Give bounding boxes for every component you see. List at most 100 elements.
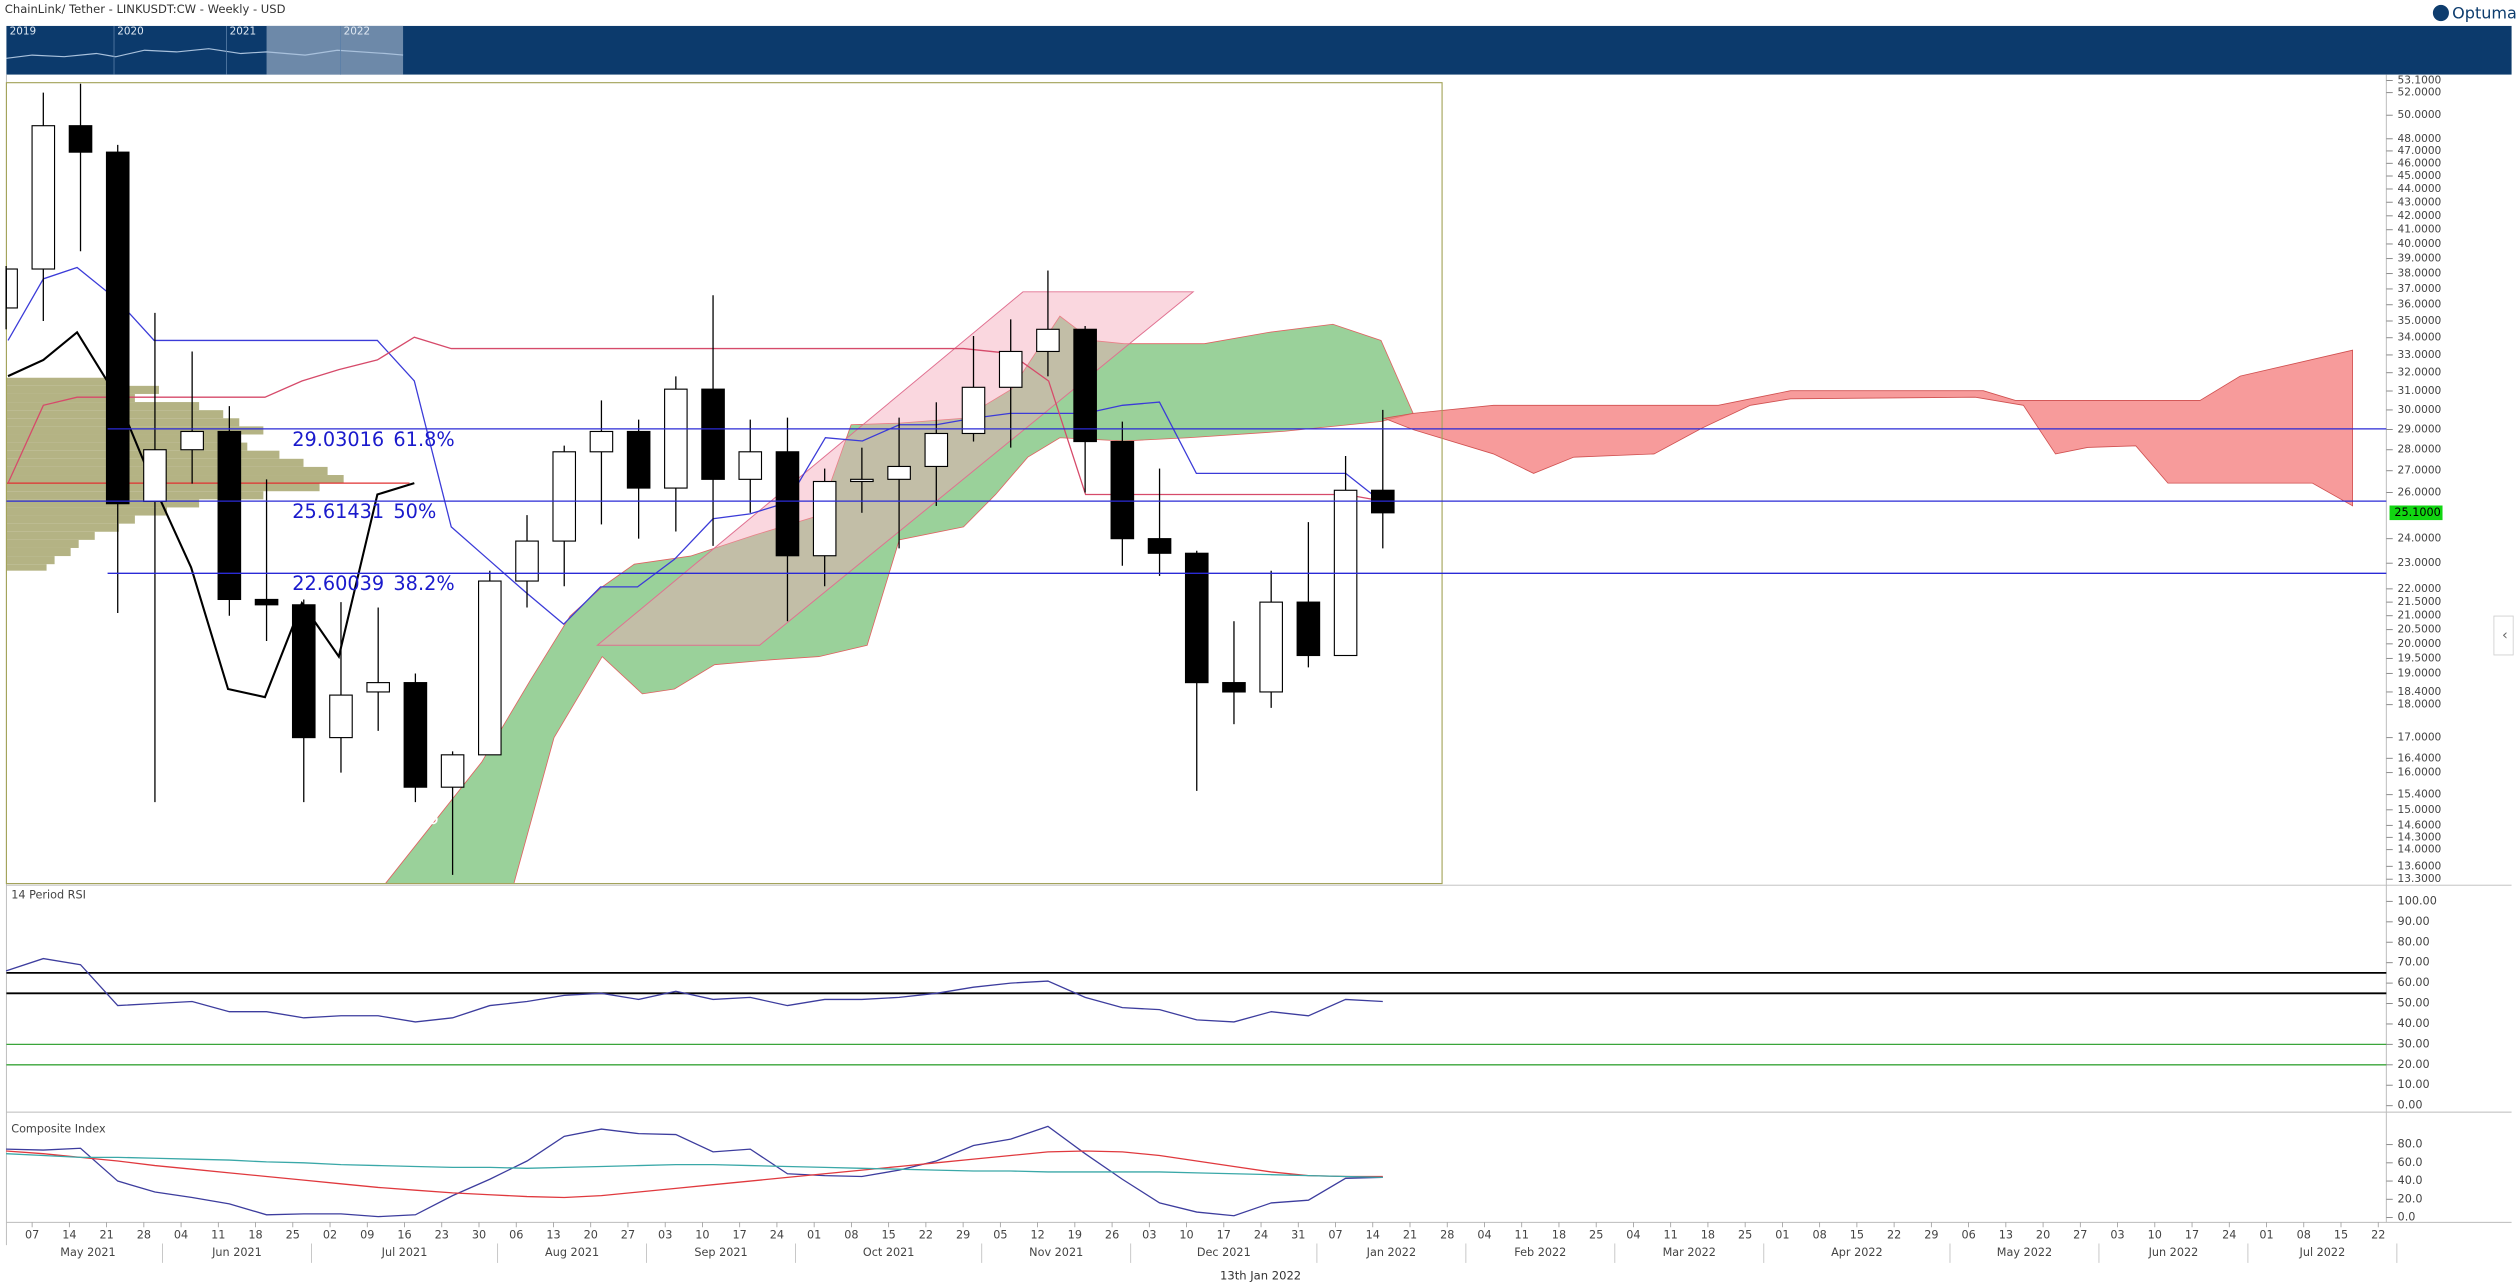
x-tick-label: 15 <box>2334 1228 2348 1241</box>
y-tick-label: 36.0000 <box>2398 298 2442 311</box>
month-label: Jun 2021 <box>211 1246 262 1259</box>
y-tick-label: 53.1000 <box>2398 73 2442 86</box>
x-tick-label: 13 <box>1999 1228 2013 1241</box>
x-tick-label: 22 <box>919 1228 933 1241</box>
series-line <box>6 1153 1383 1179</box>
candle-body <box>1036 328 1060 353</box>
nav-year: 2021 <box>230 26 257 38</box>
y-tick-label: 30.0000 <box>2398 403 2442 416</box>
annotation: 66 <box>414 806 439 829</box>
profile-bar <box>6 491 264 500</box>
candle-body <box>366 682 390 693</box>
candle-body <box>775 451 800 557</box>
y-tick-label: 43.0000 <box>2398 195 2442 208</box>
logo-icon <box>2432 4 2449 22</box>
y-tick-label: 23.0000 <box>2398 556 2442 569</box>
x-tick-label: 17 <box>1217 1228 1231 1241</box>
candles <box>5 83 1395 875</box>
fib-value: 29.03016 <box>292 428 384 451</box>
last-price-label: 25.1000 <box>2394 506 2440 519</box>
fib-percent: 50% <box>393 500 436 523</box>
month-label: Feb 2022 <box>1514 1246 1566 1259</box>
x-tick-label: 25 <box>1738 1228 1752 1241</box>
candle-body <box>998 350 1023 388</box>
collapse-button[interactable]: ‹ <box>2502 627 2508 643</box>
x-tick-label: 18 <box>248 1228 262 1241</box>
x-tick-label: 24 <box>770 1228 784 1241</box>
candle-body <box>626 430 651 489</box>
collapse-frame[interactable] <box>2493 615 2514 656</box>
y-tick-label: 40.0 <box>2398 1174 2423 1187</box>
candle-body <box>440 754 465 788</box>
month-label: Jun 2022 <box>2148 1246 2199 1259</box>
y-tick-label: 38.0000 <box>2398 267 2442 280</box>
x-tick-label: 21 <box>99 1228 113 1241</box>
candle-body <box>812 480 837 557</box>
x-tick-label: 04 <box>1626 1228 1640 1241</box>
x-tick-label: 05 <box>993 1228 1007 1241</box>
month-label: Dec 2021 <box>1197 1246 1251 1259</box>
candle-body <box>403 682 428 788</box>
navigator[interactable] <box>6 25 2512 75</box>
candle-body <box>1222 682 1246 693</box>
series-line <box>5 957 1383 1023</box>
x-tick-label: 24 <box>2222 1228 2236 1241</box>
y-tick-label: 47.0000 <box>2398 144 2442 157</box>
candle-body <box>291 604 316 739</box>
x-tick-label: 15 <box>881 1228 895 1241</box>
y-tick-label: 24.0000 <box>2398 532 2442 545</box>
x-tick-label: 18 <box>1701 1228 1715 1241</box>
y-tick-label: 20.0 <box>2398 1192 2423 1205</box>
x-tick-label: 13 <box>546 1228 560 1241</box>
x-tick-label: 10 <box>2148 1228 2162 1241</box>
y-tick-label: 22.0000 <box>2398 582 2442 595</box>
x-tick-label: 22 <box>1887 1228 1901 1241</box>
profile-bar <box>6 564 47 571</box>
profile-bar <box>6 556 55 565</box>
profile-bar <box>6 507 168 516</box>
candle-body <box>1147 538 1172 554</box>
y-tick-label: 19.5000 <box>2398 651 2442 664</box>
month-label: Oct 2021 <box>863 1246 915 1259</box>
profile-bar <box>6 426 264 435</box>
y-tick-label: 45.0000 <box>2398 169 2442 182</box>
y-tick-label: 14.6000 <box>2398 818 2442 831</box>
fib-percent: 61.8% <box>393 428 454 451</box>
x-tick-label: 04 <box>1477 1228 1491 1241</box>
candle-body <box>552 451 577 542</box>
x-tick-label: 29 <box>956 1228 970 1241</box>
y-tick-label: 31.0000 <box>2398 384 2442 397</box>
candle-body <box>478 580 502 756</box>
x-tick-label: 20 <box>2036 1228 2050 1241</box>
y-tick-label: 20.0000 <box>2398 637 2442 650</box>
candle-body <box>850 478 874 483</box>
last-price-box <box>2389 505 2443 521</box>
profile-bar <box>6 523 119 532</box>
cloud-bearish <box>1382 349 2353 507</box>
y-tick-label: 21.5000 <box>2398 595 2442 608</box>
navigator-line <box>6 48 404 59</box>
x-tick-label: 10 <box>1179 1228 1193 1241</box>
x-tick-label: 03 <box>658 1228 672 1241</box>
candle-body <box>105 151 130 505</box>
month-label: May 2022 <box>1997 1246 2052 1259</box>
y-tick-label: 40.00 <box>2398 1017 2430 1030</box>
candle-body <box>1184 552 1209 684</box>
x-tick-label: 16 <box>397 1228 411 1241</box>
series-line <box>6 1150 1383 1199</box>
profile-bar <box>6 466 328 476</box>
y-tick-label: 20.5000 <box>2398 623 2442 636</box>
y-tick-label: 40.0000 <box>2398 237 2442 250</box>
candle-body <box>329 694 353 739</box>
y-tick-label: 44.0000 <box>2398 182 2442 195</box>
profile-bar <box>6 515 135 524</box>
y-tick-label: 39.0000 <box>2398 252 2442 265</box>
y-tick-label: 80.0 <box>2398 1138 2423 1151</box>
candle-body <box>515 540 539 582</box>
candle-body <box>961 386 986 435</box>
x-tick-label: 09 <box>360 1228 374 1241</box>
y-tick-label: 50.00 <box>2398 996 2430 1009</box>
y-tick-label: 0.00 <box>2398 1099 2423 1112</box>
logo[interactable]: Optuma <box>2432 3 2517 22</box>
